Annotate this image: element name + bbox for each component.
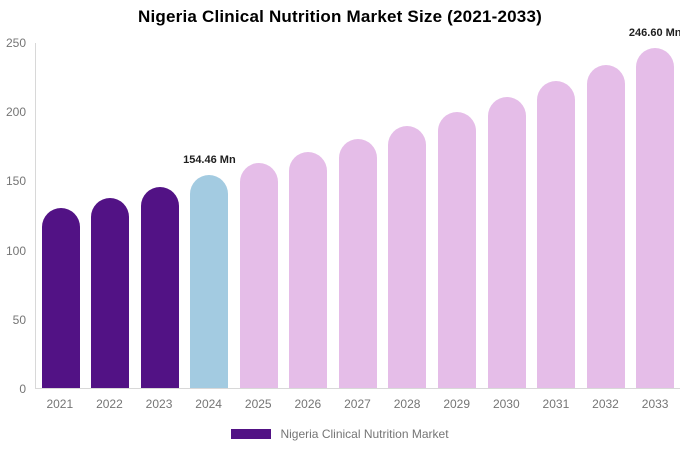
bar-slot-2030 <box>482 43 532 388</box>
x-tick-2031: 2031 <box>542 397 570 411</box>
bar-slot-2026 <box>284 43 334 388</box>
bar-2031 <box>537 81 576 388</box>
bar-slot-2025 <box>234 43 284 388</box>
bar-2030 <box>487 96 526 388</box>
chart-title: Nigeria Clinical Nutrition Market Size (… <box>138 7 542 26</box>
bar-slot-2033 <box>630 43 680 388</box>
y-tick-250: 250 <box>5 36 26 50</box>
x-axis-labels: 2021 2022 2023 2024 2025 2026 2027 2028 2029 2030… <box>35 396 680 412</box>
x-tick-2027: 2027 <box>344 397 371 411</box>
x-tick-2029: 2029 <box>443 397 471 411</box>
plot-area: 154.46 Mn 246.60 Mn <box>35 27 680 389</box>
x-tick-2024: 2024 <box>195 397 222 411</box>
bar-2025 <box>239 163 278 388</box>
bar-slot-2021 <box>36 43 86 388</box>
y-tick-100: 100 <box>5 243 26 258</box>
bar-slot-2028 <box>383 43 433 388</box>
x-tick-2033: 2033 <box>641 397 669 411</box>
value-label-2033: 246.60 Mn <box>628 26 680 39</box>
x-tick-2021: 2021 <box>46 397 74 411</box>
bar-2022 <box>91 198 130 388</box>
x-tick-2028: 2028 <box>393 397 421 411</box>
x-tick-2032: 2032 <box>592 397 619 411</box>
bar-2029 <box>438 111 477 388</box>
bar-2021 <box>41 207 80 388</box>
bar-slot-2027 <box>333 43 383 388</box>
bar-slot-2032 <box>581 43 631 388</box>
legend-swatch <box>231 429 272 439</box>
x-tick-2025: 2025 <box>244 397 272 411</box>
y-axis-labels: 0 50 100 150 200 250 <box>0 36 26 396</box>
bar-2026 <box>289 151 328 388</box>
x-tick-2030: 2030 <box>492 397 520 411</box>
bar-2024 <box>190 174 229 388</box>
x-tick-2022: 2022 <box>96 397 123 411</box>
bars-row <box>36 43 680 388</box>
y-tick-50: 50 <box>12 312 26 327</box>
value-label-2024: 154.46 Mn <box>183 153 236 166</box>
x-tick-2026: 2026 <box>294 397 322 411</box>
bar-slot-2022 <box>86 43 136 388</box>
bar-slot-2023 <box>135 43 185 388</box>
y-tick-150: 150 <box>5 174 26 189</box>
y-tick-200: 200 <box>5 105 26 120</box>
y-tick-0: 0 <box>19 382 26 396</box>
bar-slot-2031 <box>531 43 581 388</box>
bar-2023 <box>140 187 179 388</box>
x-tick-2023: 2023 <box>145 397 173 411</box>
legend-label[interactable]: Nigeria Clinical Nutrition Market <box>280 427 449 441</box>
bar-2032 <box>586 64 625 388</box>
legend: Nigeria Clinical Nutrition Market <box>0 426 680 442</box>
bar-2033 <box>636 47 675 388</box>
bar-slot-2024 <box>185 43 235 388</box>
bar-2028 <box>388 125 427 388</box>
bar-slot-2029 <box>432 43 482 388</box>
bar-2027 <box>338 138 377 388</box>
